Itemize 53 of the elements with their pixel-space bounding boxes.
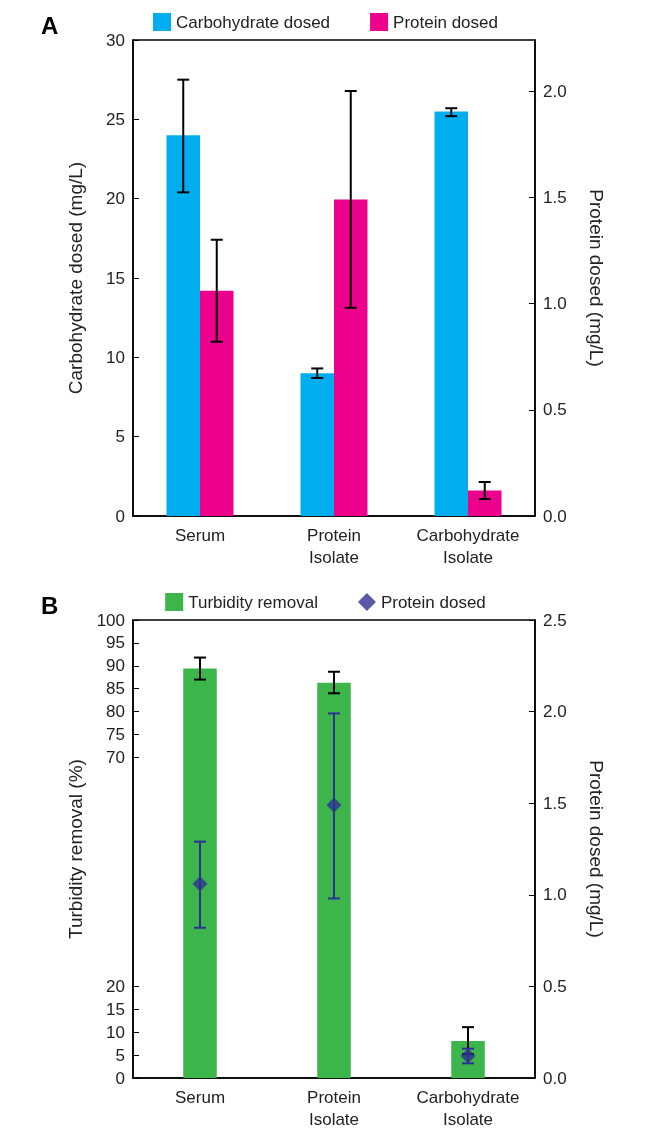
y-tick-label: 75 — [106, 725, 125, 744]
point — [192, 876, 208, 892]
y-tick-label: 85 — [106, 679, 125, 699]
y2-axis-title: Protein dosed (mg/L) — [586, 760, 607, 938]
legend-label: Protein dosed — [380, 592, 486, 612]
y-axis-title: Turbidity removal (%) — [65, 759, 86, 939]
y2-tick-label: 2.0 — [543, 702, 567, 722]
legend-label: Protein dosed — [393, 12, 498, 32]
chart-title: A — [41, 11, 59, 39]
y-tick-label: 0 — [115, 1068, 125, 1088]
y2-tick-label: 1.0 — [543, 885, 567, 905]
y-tick-label: 90 — [106, 656, 125, 676]
x-tick-label: Serum — [174, 1087, 226, 1107]
x-tick-label: Protein Isolate — [307, 1087, 361, 1129]
y-tick-label: 100 — [96, 610, 125, 630]
y-tick-label: 10 — [106, 1022, 125, 1042]
bar — [317, 682, 351, 1078]
y-axis-title: Carbohydrate dosed (mg/L) — [65, 161, 86, 395]
point — [326, 797, 342, 813]
x-tick-label: Protein Isolate — [307, 525, 361, 567]
bar — [183, 668, 217, 1078]
y-tick-label: 70 — [106, 747, 125, 767]
y-tick-label: 30 — [106, 30, 125, 50]
y2-tick-label: 0.0 — [543, 1068, 567, 1088]
y-tick-label: 20 — [106, 976, 125, 996]
y-tick-label: 0 — [115, 506, 125, 526]
y-tick-label: 15 — [106, 268, 125, 288]
y2-tick-label: 1.0 — [543, 294, 567, 313]
x-tick-label: Carbohydrate Isolate — [416, 525, 520, 567]
bar — [434, 111, 468, 516]
y-tick-label: 20 — [106, 189, 125, 209]
y2-tick-label: 0.5 — [543, 976, 567, 996]
x-tick-label: Serum — [174, 525, 226, 545]
y-tick-label: 5 — [115, 1045, 125, 1065]
y-tick-label: 5 — [115, 427, 125, 447]
x-tick-label: Carbohydrate Isolate — [416, 1087, 520, 1129]
legend-label: Carbohydrate dosed — [176, 12, 331, 32]
y2-tick-label: 2.5 — [543, 610, 567, 630]
chart-title: B — [41, 591, 59, 619]
bar — [468, 490, 502, 516]
y2-tick-label: 2.0 — [543, 81, 567, 101]
y2-axis-title: Protein dosed (mg/L) — [586, 189, 607, 367]
bar — [334, 199, 368, 516]
y-tick-label: 95 — [106, 633, 125, 653]
y2-tick-label: 1.5 — [543, 187, 567, 207]
y-tick-label: 80 — [106, 702, 125, 722]
y-tick-label: 10 — [106, 347, 125, 367]
legend-label: Turbidity removal — [188, 592, 318, 612]
y2-tick-label: 0.5 — [543, 400, 567, 420]
y-tick-label: 15 — [106, 999, 125, 1019]
y-tick-label: 25 — [106, 109, 125, 129]
y2-tick-label: 0.0 — [543, 506, 567, 526]
y2-tick-label: 1.5 — [543, 793, 567, 813]
